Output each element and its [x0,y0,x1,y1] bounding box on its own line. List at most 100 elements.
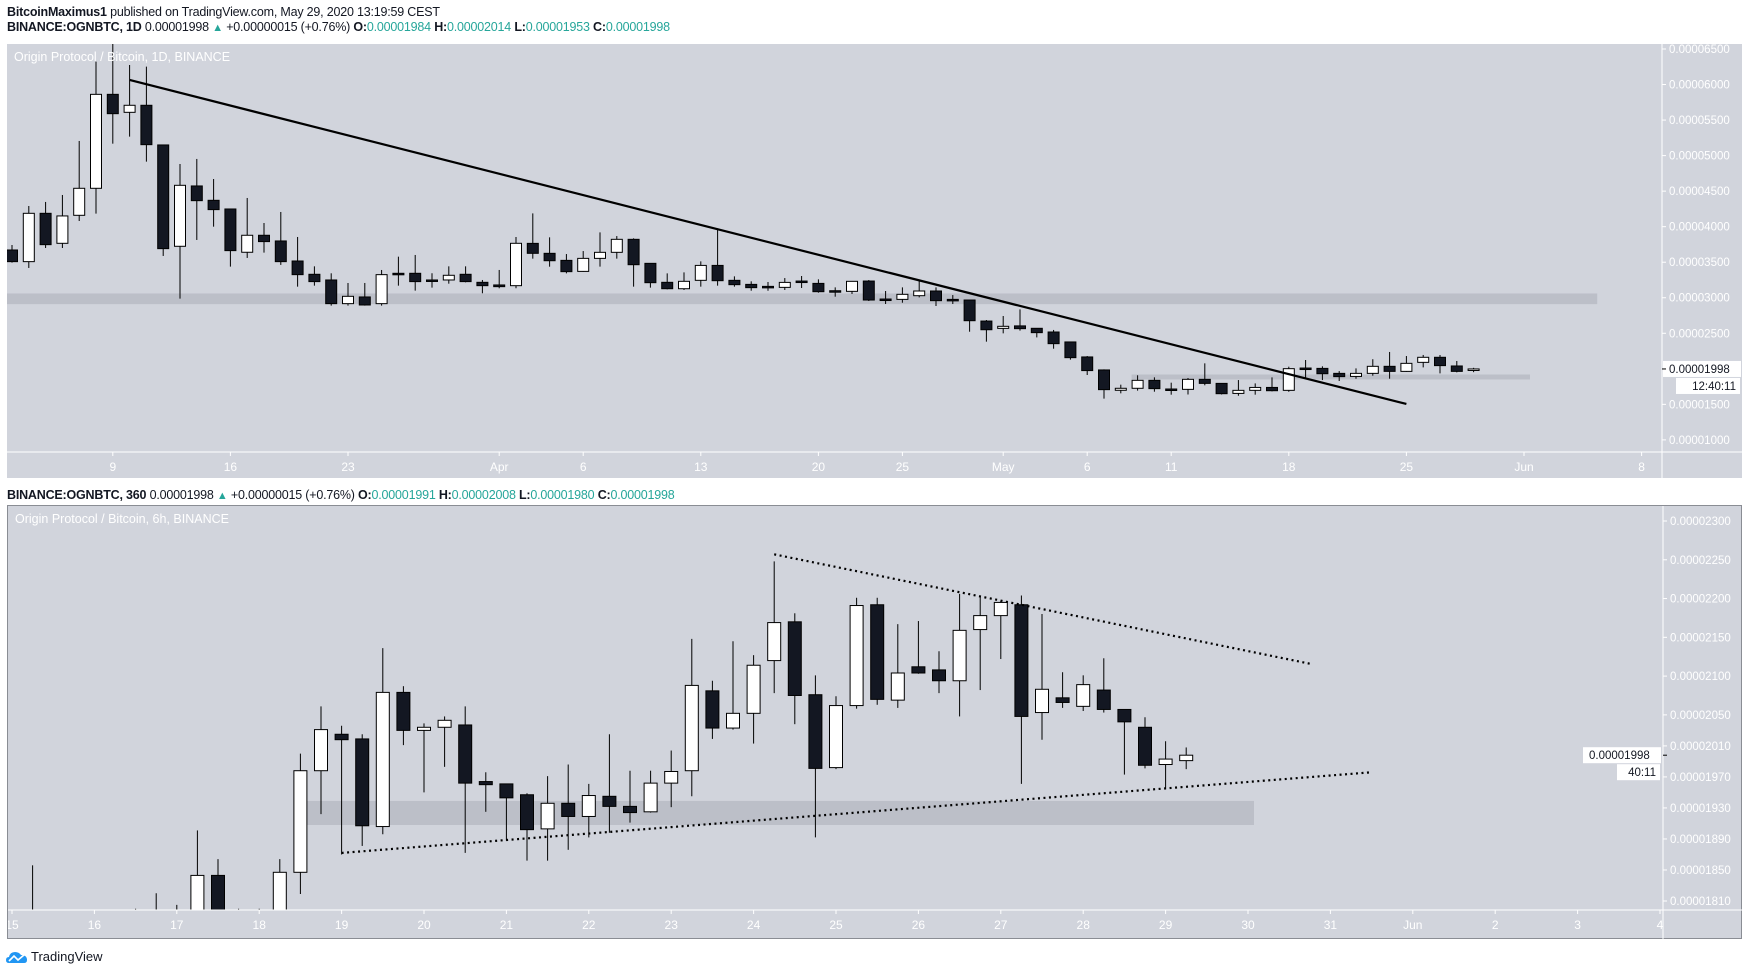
candle-body-down [409,272,422,283]
time-tick-label: 23 [341,460,355,474]
trendline[interactable] [341,771,1372,855]
candle-body-down [232,917,245,921]
candle [409,254,422,291]
candle [510,236,522,289]
chart-pane-6h[interactable]: 0.00002300 0.00002250 0.00002200 0.00002150… [7,505,1743,940]
candle-body-down [291,260,304,276]
candle [728,276,741,287]
candle [1035,614,1049,740]
candle-body-up [767,622,782,662]
candle-body-up [540,802,555,830]
candle-body-down [762,285,774,289]
candle-body-up [375,274,388,305]
author-name[interactable]: BitcoinMaximus1 [7,5,107,19]
brand-name: TradingView [31,949,103,964]
candle [39,201,52,248]
candle [767,561,782,694]
candle-body-down [787,621,802,696]
support-zone[interactable] [1131,374,1530,380]
price-tick-label: 0.00002150 [1670,632,1731,644]
candle [762,282,774,291]
candle-body-down [1098,369,1110,391]
legend-6h: BINANCE:OGNBTC, 360 0.00001998 ▲ +0.0000… [7,488,675,502]
candle [342,282,354,306]
candle [1014,309,1026,331]
candle-body-down [812,282,825,293]
open-label: O: [358,488,372,502]
time-tick-label: 15 [8,918,19,932]
chart-6h-svg[interactable]: 0.00002300 0.00002250 0.00002200 0.00002150… [8,506,1743,940]
candle-body-down [334,733,349,741]
candle [1148,377,1161,392]
candle [459,266,472,283]
time-tick-label: 25 [1400,460,1414,474]
chart-pane-1d[interactable]: 0.00006500 0.00006000 0.00005500 0.00005000… [7,44,1742,478]
candle [778,278,791,290]
time-tick-label: 2 [1492,918,1499,932]
candle-body-up [678,280,690,290]
trendline[interactable] [129,78,1407,406]
candle-body-down [1198,378,1211,384]
candle-body-down [561,802,576,817]
price-tick-label: 0.00006500 [1669,44,1730,56]
plot-area[interactable] [8,553,1372,940]
candle [1064,341,1077,360]
plot-area[interactable] [7,44,1598,406]
candle [207,178,220,227]
candle [1055,672,1070,708]
candle [396,686,411,746]
time-tick-label: 3 [1574,918,1581,932]
support-zone[interactable] [7,293,1598,305]
candle-body-down [795,280,808,284]
price-tick-label: 0.00005500 [1669,115,1730,127]
candle [520,793,534,861]
candle-body-down [1383,365,1396,372]
close-value: 0.00001998 [610,488,675,502]
time-tick-label: 20 [417,918,431,932]
tradingview-logo[interactable]: TradingView [6,949,103,964]
candle-body-down [1030,327,1043,334]
candle [190,158,203,240]
candle-body-up [375,691,390,828]
candle-body-up [997,325,1010,329]
candle [829,696,843,770]
candle [155,893,157,910]
candle [1417,354,1430,368]
candle-body-down [879,298,892,302]
candle [176,904,178,910]
candle [1434,354,1446,374]
support-zone[interactable] [294,800,1254,825]
change: +0.00000015 (+0.76%) [226,20,351,34]
price-tick-label: 0.00004000 [1669,222,1730,234]
time-tick-label: Apr [490,460,509,474]
candle-body-down [1117,708,1132,723]
candle-body-down [1165,388,1178,391]
candle-body-up [952,629,967,682]
candle [623,770,637,823]
chart-1d-svg[interactable]: 0.00006500 0.00006000 0.00005500 0.00005000… [7,44,1742,478]
low-label: L: [514,20,526,34]
candle-body-up [913,290,926,297]
candle-body-down [1148,379,1161,390]
candle [1450,360,1463,373]
time-tick-label: May [992,460,1015,474]
candle [56,194,69,248]
candle [594,232,606,267]
time-tick-label: 20 [812,460,826,474]
candle [190,830,205,910]
candle-body-up [26,917,39,933]
time-tick-label: 19 [335,918,349,932]
candle [355,734,370,846]
candle-body-up [1131,379,1144,389]
candle [22,205,35,268]
candle-body-down [499,783,514,799]
candle [109,913,122,940]
candle [73,140,86,221]
candle [896,287,909,303]
time-tick-label: 11 [1165,460,1178,474]
candle-body-up [293,770,308,873]
candle [308,266,321,286]
candle [829,287,842,297]
candle [627,238,640,287]
price-tick-label: 0.00002200 [1670,594,1731,606]
